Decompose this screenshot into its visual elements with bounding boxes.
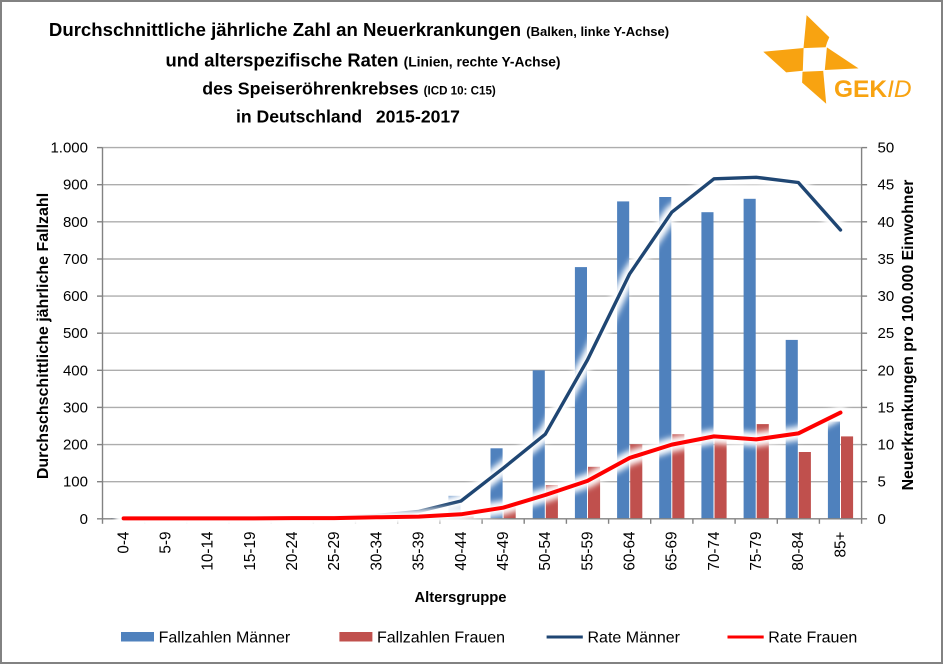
svg-text:GEKID: GEKID [834, 76, 912, 103]
svg-text:0-4: 0-4 [115, 531, 132, 554]
svg-text:300: 300 [63, 399, 88, 416]
svg-text:600: 600 [63, 288, 88, 305]
svg-text:40-44: 40-44 [453, 531, 470, 571]
svg-text:0: 0 [878, 511, 886, 528]
svg-text:50-54: 50-54 [537, 531, 554, 571]
svg-text:Rate Männer: Rate Männer [588, 630, 681, 647]
svg-text:in Deutschland 2015-2017: in Deutschland 2015-2017 [236, 107, 460, 127]
svg-text:800: 800 [63, 214, 88, 231]
svg-text:900: 900 [63, 177, 88, 194]
svg-text:70-74: 70-74 [706, 531, 723, 571]
svg-text:400: 400 [63, 362, 88, 379]
svg-text:55-59: 55-59 [579, 532, 596, 571]
svg-text:100: 100 [63, 474, 88, 491]
svg-text:Durchschschittliche jährliche: Durchschschittliche jährliche Fallzahl [35, 193, 52, 479]
svg-text:75-79: 75-79 [748, 532, 765, 571]
svg-text:Rate Frauen: Rate Frauen [768, 630, 857, 647]
svg-text:10: 10 [878, 437, 895, 454]
svg-text:Altersgruppe: Altersgruppe [414, 590, 506, 606]
svg-text:5: 5 [878, 474, 886, 491]
svg-text:20-24: 20-24 [284, 531, 301, 571]
svg-text:0: 0 [80, 511, 88, 528]
svg-text:35: 35 [878, 251, 895, 268]
svg-text:15: 15 [878, 399, 895, 416]
svg-text:65-69: 65-69 [664, 532, 681, 571]
svg-text:Fallzahlen Frauen: Fallzahlen Frauen [377, 630, 505, 647]
svg-text:45-49: 45-49 [495, 532, 512, 571]
svg-text:25-29: 25-29 [326, 532, 343, 571]
svg-text:5-9: 5-9 [158, 532, 175, 554]
svg-text:80-84: 80-84 [790, 531, 807, 571]
svg-text:30: 30 [878, 288, 895, 305]
svg-text:20: 20 [878, 362, 895, 379]
svg-text:30-34: 30-34 [368, 531, 385, 571]
svg-text:10-14: 10-14 [200, 531, 217, 571]
svg-text:25: 25 [878, 325, 895, 342]
svg-text:Fallzahlen Männer: Fallzahlen Männer [159, 630, 291, 647]
svg-text:40: 40 [878, 214, 895, 231]
svg-text:85+: 85+ [832, 531, 849, 557]
svg-text:1.000: 1.000 [50, 140, 88, 157]
svg-text:200: 200 [63, 437, 88, 454]
svg-text:15-19: 15-19 [242, 532, 259, 571]
svg-text:700: 700 [63, 251, 88, 268]
svg-text:500: 500 [63, 325, 88, 342]
svg-text:50: 50 [878, 140, 895, 157]
svg-text:45: 45 [878, 177, 895, 194]
svg-text:60-64: 60-64 [622, 531, 639, 571]
svg-text:35-39: 35-39 [411, 532, 428, 571]
svg-text:Neuerkrankungen pro 100.000 Ei: Neuerkrankungen pro 100.000 Einwohner [900, 180, 917, 491]
